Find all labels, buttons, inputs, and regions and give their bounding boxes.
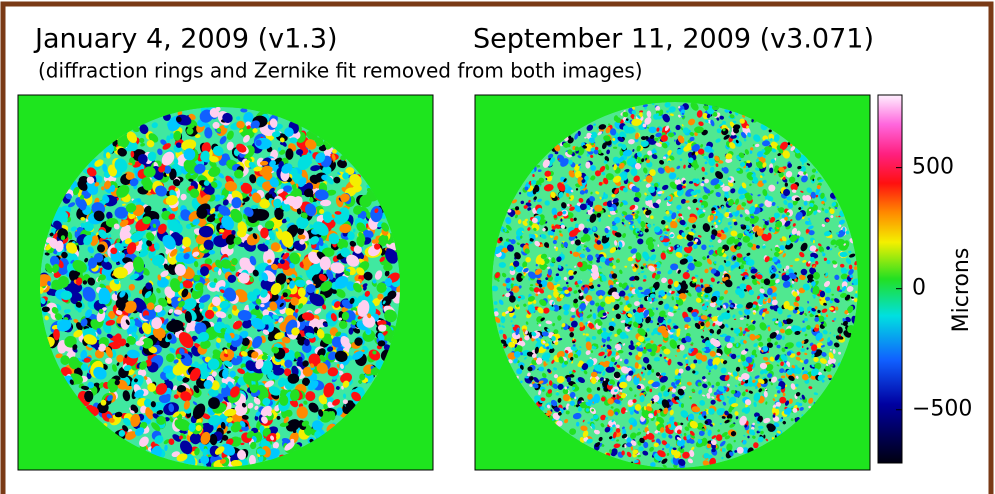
texture [704, 409, 706, 411]
texture [758, 429, 760, 431]
texture [722, 448, 726, 452]
left-title: January 4, 2009 (v1.3) [33, 24, 338, 55]
texture [684, 317, 691, 323]
texture [252, 128, 257, 133]
texture [826, 314, 828, 317]
right-title: September 11, 2009 (v3.071) [473, 24, 874, 55]
texture [177, 375, 183, 381]
page: January 4, 2009 (v1.3) September 11, 200… [0, 0, 995, 494]
texture [580, 316, 584, 321]
figure: January 4, 2009 (v1.3) September 11, 200… [0, 0, 995, 494]
texture [666, 228, 669, 231]
texture [280, 259, 285, 264]
texture [42, 306, 50, 312]
texture [684, 254, 687, 256]
texture [638, 273, 640, 275]
subtitle: (diffraction rings and Zernike fit remov… [38, 59, 643, 83]
texture [84, 391, 93, 403]
texture [801, 269, 808, 275]
texture [715, 225, 718, 228]
texture [646, 386, 650, 392]
